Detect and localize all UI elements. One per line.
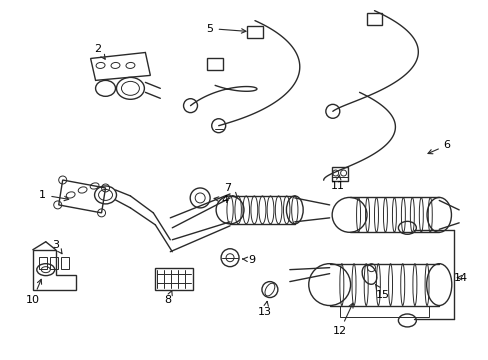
Text: 8: 8	[164, 291, 172, 305]
Bar	[246, 26, 263, 37]
Bar	[331, 167, 347, 181]
Bar	[366, 13, 382, 24]
Text: 1: 1	[39, 190, 68, 201]
Bar	[50, 257, 58, 269]
Text: 3: 3	[52, 240, 62, 254]
Bar	[39, 257, 47, 269]
Text: 9: 9	[242, 255, 255, 265]
Text: 5: 5	[206, 24, 245, 33]
Text: 10: 10	[26, 279, 41, 305]
Text: 4: 4	[214, 195, 228, 205]
Bar	[61, 257, 68, 269]
Text: 14: 14	[453, 273, 468, 283]
Bar	[207, 58, 223, 71]
Text: 15: 15	[375, 284, 388, 300]
Text: 7: 7	[224, 183, 237, 197]
Text: 11: 11	[330, 175, 344, 191]
Text: 13: 13	[257, 301, 271, 318]
Bar	[155, 268, 193, 289]
Text: 12: 12	[332, 303, 352, 336]
Text: 2: 2	[94, 44, 105, 59]
Text: 6: 6	[427, 140, 450, 154]
